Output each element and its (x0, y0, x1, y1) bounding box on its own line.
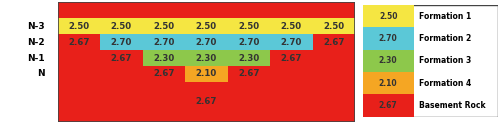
Bar (228, 50, 270, 66)
Bar (312, 18, 355, 34)
Bar (362, 5, 414, 27)
Text: 2.30: 2.30 (153, 54, 174, 62)
Text: Formation 3: Formation 3 (419, 56, 472, 65)
Text: 2.50: 2.50 (379, 12, 398, 21)
Text: 2.50: 2.50 (238, 22, 260, 31)
Bar (142, 34, 185, 50)
Text: N: N (37, 69, 45, 78)
Bar (185, 34, 228, 50)
Text: 2.70: 2.70 (238, 38, 260, 47)
Bar (362, 27, 414, 50)
Bar (142, 50, 185, 66)
Text: Formation 2: Formation 2 (419, 34, 472, 43)
Bar (362, 72, 414, 94)
Text: 2.70: 2.70 (153, 38, 174, 47)
Text: Formation 1: Formation 1 (419, 12, 472, 21)
Text: Formation 4: Formation 4 (419, 79, 472, 88)
Text: 2.67: 2.67 (196, 97, 217, 106)
Text: 2.10: 2.10 (379, 79, 398, 88)
Text: 2.67: 2.67 (379, 101, 398, 110)
Text: 2.50: 2.50 (110, 22, 132, 31)
Text: 2.67: 2.67 (68, 38, 90, 47)
Text: 2.30: 2.30 (379, 56, 398, 65)
Text: Basement Rock: Basement Rock (419, 101, 486, 110)
Text: 2.50: 2.50 (68, 22, 90, 31)
Text: 2.70: 2.70 (110, 38, 132, 47)
Bar (185, 66, 228, 82)
Bar (142, 18, 185, 34)
Text: 2.67: 2.67 (153, 69, 174, 78)
Bar (185, 50, 228, 66)
Bar (362, 50, 414, 72)
Text: 2.67: 2.67 (323, 38, 344, 47)
Bar (270, 18, 312, 34)
Text: 2.70: 2.70 (280, 38, 302, 47)
Bar (270, 34, 312, 50)
Text: 2.30: 2.30 (238, 54, 260, 62)
Bar (228, 18, 270, 34)
Bar (185, 18, 228, 34)
Text: 2.70: 2.70 (196, 38, 217, 47)
Text: 2.10: 2.10 (196, 69, 217, 78)
Bar (228, 34, 270, 50)
Text: 2.70: 2.70 (379, 34, 398, 43)
Text: 2.50: 2.50 (323, 22, 344, 31)
Text: N-2: N-2 (27, 38, 45, 47)
Text: N-1: N-1 (27, 54, 45, 62)
Bar (362, 94, 414, 117)
Bar (100, 18, 142, 34)
Text: N-3: N-3 (27, 22, 45, 31)
Text: 2.67: 2.67 (280, 54, 302, 62)
Bar (100, 34, 142, 50)
Text: 2.50: 2.50 (280, 22, 302, 31)
Text: 2.50: 2.50 (153, 22, 174, 31)
Text: 2.30: 2.30 (196, 54, 217, 62)
Text: 2.50: 2.50 (196, 22, 217, 31)
Bar (58, 18, 100, 34)
Text: 2.67: 2.67 (238, 69, 260, 78)
Text: 2.67: 2.67 (110, 54, 132, 62)
